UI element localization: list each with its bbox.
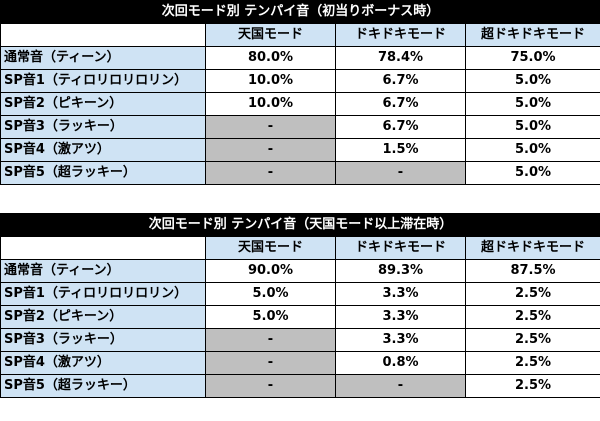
- row-label: SP音1（ティロリロリロリン）: [0, 282, 206, 306]
- row-label: SP音1（ティロリロリロリン）: [0, 69, 206, 93]
- table-row: SP音1（ティロリロリロリン） 5.0% 3.3% 2.5%: [0, 282, 600, 306]
- column-header-tengoku: 天国モード: [205, 23, 336, 47]
- value-cell: -: [205, 161, 336, 185]
- value-cell: 3.3%: [335, 282, 466, 306]
- value-cell: 0.8%: [335, 351, 466, 375]
- row-label: SP音2（ピキーン）: [0, 305, 206, 329]
- row-label: SP音2（ピキーン）: [0, 92, 206, 116]
- table-row: SP音3（ラッキー） -3.3% 2.5%: [0, 328, 600, 352]
- value-cell: 90.0%: [205, 259, 336, 283]
- corner-cell: [0, 236, 206, 260]
- value-cell: -: [205, 351, 336, 375]
- value-cell: 2.5%: [464, 282, 600, 306]
- table-row: SP音1（ティロリロリロリン） 10.0% 6.7% 5.0%: [0, 69, 600, 93]
- table-row: SP音2（ピキーン） 5.0% 3.3% 2.5%: [0, 305, 600, 329]
- value-cell: 5.0%: [464, 138, 600, 162]
- value-cell: -: [335, 161, 466, 185]
- corner-cell: [0, 23, 206, 47]
- table-row: SP音5（超ラッキー） - -2.5%: [0, 374, 600, 398]
- value-cell: -: [205, 374, 336, 398]
- value-cell: 87.5%: [464, 259, 600, 283]
- value-cell: 6.7%: [335, 115, 466, 139]
- column-header-tengoku: 天国モード: [205, 236, 336, 260]
- value-cell: 5.0%: [464, 115, 600, 139]
- value-cell: 3.3%: [335, 328, 466, 352]
- value-cell: 1.5%: [335, 138, 466, 162]
- table-row: SP音3（ラッキー） -6.7% 5.0%: [0, 115, 600, 139]
- value-cell: 5.0%: [464, 161, 600, 185]
- row-label: SP音5（超ラッキー）: [0, 374, 206, 398]
- value-cell: 2.5%: [464, 351, 600, 375]
- row-label: 通常音（ティーン）: [0, 46, 206, 70]
- value-cell: 75.0%: [464, 46, 600, 70]
- table-row: SP音5（超ラッキー） - -5.0%: [0, 161, 600, 185]
- row-label: SP音3（ラッキー）: [0, 328, 206, 352]
- value-cell: 10.0%: [205, 69, 336, 93]
- value-cell: 6.7%: [335, 69, 466, 93]
- value-cell: -: [205, 138, 336, 162]
- value-cell: 2.5%: [464, 374, 600, 398]
- row-label: 通常音（ティーン）: [0, 259, 206, 283]
- value-cell: 5.0%: [205, 305, 336, 329]
- table-row: SP音2（ピキーン） 10.0% 6.7% 5.0%: [0, 92, 600, 116]
- value-cell: 10.0%: [205, 92, 336, 116]
- column-header-cho-dokidoki: 超ドキドキモード: [464, 23, 600, 47]
- value-cell: 2.5%: [464, 305, 600, 329]
- tenpai-sound-table-first-bonus: 次回モード別 テンパイ音（初当りボーナス時） 天国モード ドキドキモード 超ドキ…: [0, 0, 600, 185]
- column-header-cho-dokidoki: 超ドキドキモード: [464, 236, 600, 260]
- value-cell: 5.0%: [464, 69, 600, 93]
- value-cell: 3.3%: [335, 305, 466, 329]
- table-row: SP音4（激アツ） -0.8% 2.5%: [0, 351, 600, 375]
- table-row: 通常音（ティーン） 80.0% 78.4% 75.0%: [0, 46, 600, 70]
- value-cell: -: [205, 328, 336, 352]
- value-cell: 78.4%: [335, 46, 466, 70]
- row-label: SP音4（激アツ）: [0, 138, 206, 162]
- value-cell: -: [335, 374, 466, 398]
- row-label: SP音4（激アツ）: [0, 351, 206, 375]
- value-cell: 5.0%: [205, 282, 336, 306]
- tenpai-sound-table-tengoku-stay: 次回モード別 テンパイ音（天国モード以上滞在時） 天国モード ドキドキモード 超…: [0, 213, 600, 398]
- value-cell: 2.5%: [464, 328, 600, 352]
- value-cell: 6.7%: [335, 92, 466, 116]
- row-label: SP音3（ラッキー）: [0, 115, 206, 139]
- value-cell: -: [205, 115, 336, 139]
- table-title: 次回モード別 テンパイ音（初当りボーナス時）: [0, 0, 600, 24]
- value-cell: 89.3%: [335, 259, 466, 283]
- row-label: SP音5（超ラッキー）: [0, 161, 206, 185]
- column-header-dokidoki: ドキドキモード: [335, 236, 466, 260]
- value-cell: 5.0%: [464, 92, 600, 116]
- value-cell: 80.0%: [205, 46, 336, 70]
- table-row: SP音4（激アツ） -1.5% 5.0%: [0, 138, 600, 162]
- table-title: 次回モード別 テンパイ音（天国モード以上滞在時）: [0, 213, 600, 237]
- table-row: 通常音（ティーン） 90.0% 89.3% 87.5%: [0, 259, 600, 283]
- column-header-dokidoki: ドキドキモード: [335, 23, 466, 47]
